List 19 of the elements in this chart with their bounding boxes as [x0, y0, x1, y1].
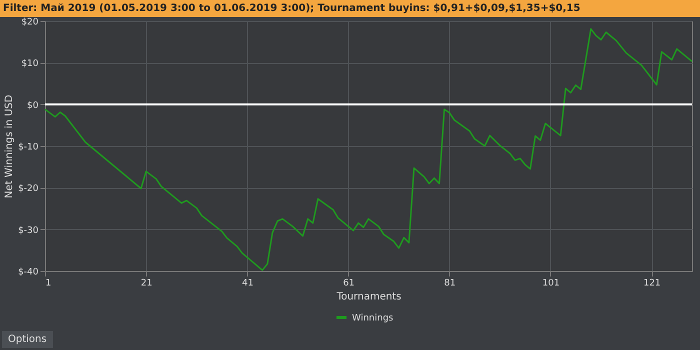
- options-button: Options: [2, 331, 53, 348]
- x-axis-title: Tournaments: [336, 292, 402, 302]
- x-tick-label: 101: [542, 278, 560, 288]
- x-tick-label: 21: [140, 278, 152, 288]
- y-tick-label: $0: [27, 100, 39, 111]
- chart-title: Filter: Май 2019 (01.05.2019 3:00 to 01.06.2019 3:00); Tournament buyins: $0,91+$0,09,$1,35+$0,15: [0, 0, 700, 17]
- y-tick-label: $-30: [18, 226, 39, 236]
- y-tick-label: $-20: [18, 184, 39, 194]
- y-tick-label: $20: [21, 18, 39, 28]
- x-tick-label: 81: [444, 278, 456, 288]
- y-tick-label: $-10: [18, 142, 39, 152]
- legend-label: Winnings: [352, 314, 394, 324]
- y-axis-title: Net Winnings in USD: [4, 94, 16, 198]
- x-tick-label: 1: [46, 278, 52, 288]
- y-tick-label: $10: [21, 59, 39, 70]
- x-tick-label: 121: [643, 278, 661, 288]
- y-tick-label: $-40: [18, 268, 39, 278]
- x-tick-label: 41: [242, 278, 254, 288]
- x-tick-label: 61: [343, 278, 355, 288]
